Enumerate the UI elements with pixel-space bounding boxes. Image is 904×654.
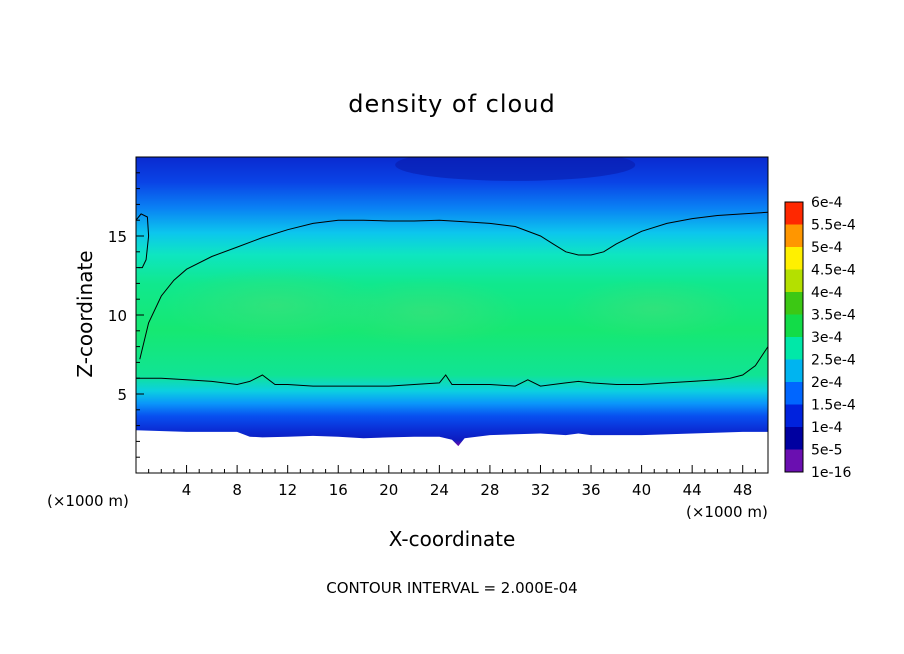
colorbar-swatch [785,269,803,292]
y-tick-label: 10 [108,307,127,325]
contour-line-lower [136,346,768,387]
colorbar-label: 1e-16 [811,465,851,481]
contour-group [136,211,768,387]
colorbar-label: 5e-4 [811,240,843,256]
colorbar-swatch [785,359,803,382]
colorbar-label: 1.5e-4 [811,398,856,414]
field-top-dark [395,157,636,181]
colorbar-label: 5e-5 [811,443,842,459]
colorbar-swatch [785,247,803,270]
x-unit-right: (×1000 m) [686,503,768,521]
x-unit-left: (×1000 m) [47,492,129,510]
x-tick-label: 16 [329,481,348,499]
colorbar: 1e-16 5e-5 1e-4 1.5e-4 2e-4 2.5e-4 3e-4 3.5e-4 4… [784,195,856,481]
x-tick-label: 36 [581,481,600,499]
colorbar-swatch [785,202,803,225]
x-tick-label: 8 [232,481,242,499]
y-tick-label: 5 [117,386,127,404]
contour-line-left-edge [136,213,150,269]
plot-area [136,157,768,473]
below-cloud-base [136,430,768,473]
field-core-mid [331,277,522,346]
x-tick-label: 44 [683,481,702,499]
contour-line-upper [139,211,768,360]
x-tick-label: 12 [278,481,297,499]
y-tick-label: 15 [108,228,127,246]
colorbar-swatch [785,427,803,450]
colorbar-label: 2e-4 [811,375,843,391]
field-core-right [564,278,745,339]
colorbar-label: 3e-4 [811,330,843,346]
colorbar-label: 2.5e-4 [811,353,856,369]
colorbar-swatch [785,449,803,472]
x-tick-label: 4 [182,481,192,499]
x-tick-label: 40 [632,481,651,499]
colorbar-label: 5.5e-4 [811,218,856,234]
y-axis-label: Z-coordinate [73,250,97,377]
colorbar-label: 4e-4 [811,285,843,301]
contour-interval-footer: CONTOUR INTERVAL = 2.000E-04 [326,579,577,597]
contour-lines [136,211,768,387]
x-tick-label: 24 [430,481,449,499]
x-tick-label: 48 [733,481,752,499]
colorbar-swatch [785,314,803,337]
colorbar-label: 1e-4 [811,420,843,436]
colorbar-swatch [785,382,803,405]
colorbar-label: 4.5e-4 [811,263,856,279]
colorbar-swatch [785,224,803,247]
x-tick-label: 20 [379,481,398,499]
colorbar-swatch [785,292,803,315]
x-axis-label: X-coordinate [389,527,516,551]
field-group [136,157,768,473]
field-core-left [165,267,386,344]
colorbar-swatch [785,337,803,360]
x-tick-label: 32 [531,481,550,499]
colorbar-swatch [785,404,803,427]
colorbar-frame [784,201,804,473]
chart-title: density of cloud [348,90,555,118]
x-tick-label: 28 [480,481,499,499]
colorbar-label: 6e-4 [811,195,843,211]
colorbar-label: 3.5e-4 [811,308,856,324]
